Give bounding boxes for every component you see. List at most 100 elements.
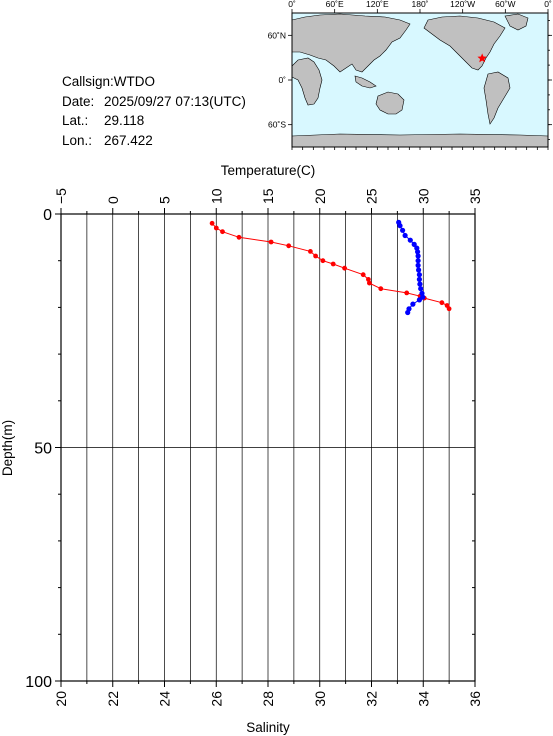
map-top-tick-label: 0˚ — [544, 0, 552, 9]
land-greenland — [504, 13, 529, 31]
salinity-point — [420, 294, 426, 300]
temperature-point — [320, 258, 326, 264]
salinity-point — [406, 306, 412, 312]
lon-value: 267.422 — [104, 132, 153, 148]
temperature-series — [209, 220, 452, 312]
depth-axis-label: Depth(m) — [0, 420, 15, 476]
temperature-point — [404, 290, 410, 296]
temperature-point — [378, 286, 384, 292]
salinity-tick-label: 24 — [157, 691, 173, 707]
salinity-point — [410, 301, 416, 307]
station-info: Callsign:WTDO Date: 2025/09/27 07:13(UTC)… — [62, 72, 246, 150]
plot-frame — [60, 213, 476, 682]
map-left-tick-label: 60˚S — [268, 120, 286, 130]
salinity-point — [411, 241, 417, 247]
salinity-tick-label: 26 — [208, 691, 224, 707]
date-label: Date: — [62, 93, 95, 109]
salinity-point — [402, 232, 408, 239]
salinity-point — [397, 223, 403, 229]
salinity-tick-label: 30 — [312, 691, 328, 707]
station-marker — [477, 53, 487, 63]
salinity-point — [416, 272, 422, 278]
map-top-tick-label: 120˚W — [450, 0, 475, 9]
temperature-point — [444, 303, 450, 308]
salinity-point — [415, 253, 421, 259]
date-row: Date: 2025/09/27 07:13(UTC) — [62, 92, 246, 112]
depth-axis: 0 50 100 — [25, 207, 475, 691]
map-land — [291, 13, 549, 148]
salinity-tick-label: 22 — [105, 691, 121, 707]
salinity-tick-label: 36 — [467, 691, 483, 707]
callsign-label: Callsign: — [62, 74, 114, 89]
salinity-tick-label: 34 — [415, 691, 431, 707]
lon-row: Lon.: 267.422 — [62, 131, 246, 151]
land-north-america — [423, 15, 506, 71]
map-left-tick-label: 60˚N — [268, 30, 286, 40]
temperature-point — [446, 306, 452, 312]
temperature-point — [417, 293, 423, 299]
land-antarctica — [291, 133, 549, 148]
temperature-point — [209, 220, 215, 226]
land-africa — [291, 57, 323, 106]
depth-tick-label: 50 — [34, 441, 52, 458]
map-top-labels: 0˚ 60˚E 120˚E 180˚ 120˚W 60˚W 0˚ — [288, 0, 552, 9]
salinity-point — [400, 227, 406, 233]
world-map: 0˚ 60˚E 120˚E 180˚ 120˚W 60˚W 0˚ 60˚N 0˚ 60˚S — [268, 0, 552, 150]
temperature-point — [308, 249, 313, 254]
salinity-point — [416, 267, 422, 273]
depth-tick-label: 0 — [43, 207, 52, 224]
salinity-point — [416, 297, 422, 303]
salinity-point — [405, 309, 411, 316]
depth-tick-label: 100 — [25, 674, 52, 691]
station-star-marker — [477, 53, 487, 63]
salinity-tick-label: 20 — [53, 691, 69, 707]
map-top-tick-label: 180˚ — [411, 0, 428, 9]
salinity-point — [415, 258, 421, 264]
callsign-row: Callsign:WTDO — [62, 72, 246, 92]
land-europe-asia — [291, 13, 411, 73]
salinity-axis: 20 22 24 26 28 30 32 34 36 — [53, 681, 483, 707]
chart-grid — [61, 214, 475, 681]
map-ticks — [288, 9, 552, 150]
lat-row: Lat.: 29.118 — [62, 111, 246, 131]
salinity-line — [398, 222, 424, 313]
salinity-point — [419, 290, 425, 296]
salinity-point — [416, 276, 422, 282]
temperature-point — [342, 265, 347, 271]
salinity-axis-label: Salinity — [246, 720, 290, 735]
lat-value: 29.118 — [104, 113, 145, 128]
land-south-america — [483, 71, 511, 125]
temperature-point — [439, 300, 445, 306]
map-left-tick-label: 0˚ — [278, 75, 286, 85]
salinity-point — [415, 249, 421, 255]
temperature-point — [421, 295, 427, 301]
temperature-point — [268, 239, 274, 245]
salinity-tick-label: 32 — [364, 691, 380, 707]
salinity-point — [396, 219, 402, 225]
lon-label: Lon.: — [62, 132, 93, 148]
temperature-point — [286, 243, 292, 249]
temperature-point — [367, 280, 372, 286]
map-top-tick-label: 120˚E — [366, 0, 389, 9]
salinity-series — [396, 219, 426, 316]
temperature-point — [366, 277, 371, 282]
temperature-point — [220, 229, 225, 235]
land-australia — [375, 91, 405, 115]
temperature-point — [236, 234, 242, 240]
temperature-point — [313, 253, 318, 259]
salinity-point — [407, 237, 413, 243]
salinity-point — [417, 281, 423, 287]
temperature-point — [330, 261, 336, 267]
salinity-tick-label: 28 — [260, 691, 276, 707]
salinity-point — [415, 262, 421, 268]
map-left-labels: 60˚N 0˚ 60˚S — [268, 30, 287, 129]
temperature-point — [360, 272, 366, 278]
temperature-point — [213, 225, 219, 231]
temperature-line — [211, 222, 450, 310]
salinity-point — [414, 245, 420, 251]
map-top-tick-label: 60˚W — [495, 0, 515, 9]
series-layer — [209, 219, 452, 316]
lat-label: Lat.: — [62, 113, 89, 128]
map-top-tick-label: 60˚E — [326, 0, 344, 9]
date-value: 2025/09/27 07:13(UTC) — [104, 93, 246, 109]
